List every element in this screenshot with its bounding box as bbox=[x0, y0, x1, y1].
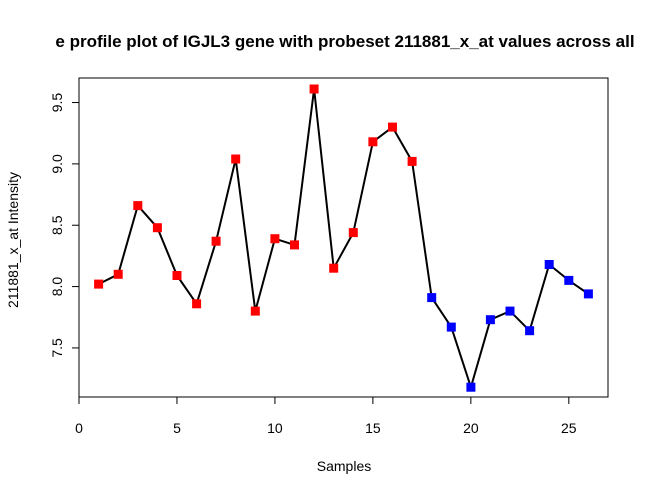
data-point bbox=[113, 269, 123, 279]
x-tick-label: 20 bbox=[463, 420, 479, 436]
y-tick-label: 9.0 bbox=[49, 154, 65, 174]
data-point bbox=[172, 271, 182, 280]
data-point bbox=[505, 306, 515, 316]
x-axis-label: Samples bbox=[317, 458, 371, 474]
data-point bbox=[525, 326, 535, 336]
data-point bbox=[250, 306, 260, 316]
chart-title: e profile plot of IGJL3 gene with probes… bbox=[55, 32, 634, 51]
data-point bbox=[466, 382, 476, 392]
x-tick-label: 15 bbox=[365, 420, 381, 436]
data-point bbox=[427, 293, 437, 303]
plot-frame bbox=[78, 77, 609, 398]
x-tick-label: 0 bbox=[75, 420, 83, 436]
data-point bbox=[407, 156, 417, 166]
data-point bbox=[368, 137, 378, 147]
series-line bbox=[98, 88, 589, 389]
x-axis: 0 5 10 15 20 25 bbox=[75, 396, 577, 436]
data-point bbox=[348, 228, 358, 238]
x-tick-label: 5 bbox=[173, 420, 181, 436]
data-point bbox=[329, 263, 339, 273]
data-point bbox=[133, 201, 143, 211]
data-point bbox=[446, 322, 456, 332]
data-point bbox=[564, 275, 574, 285]
data-point bbox=[388, 122, 397, 132]
y-tick-label: 9.5 bbox=[49, 93, 65, 113]
data-point bbox=[544, 260, 554, 269]
data-point bbox=[583, 289, 593, 299]
y-axis: 7.5 8.0 8.5 9.0 9.5 bbox=[49, 93, 80, 358]
y-tick-label: 8.0 bbox=[49, 277, 65, 297]
series-group bbox=[94, 84, 593, 392]
x-tick-label: 10 bbox=[267, 420, 283, 436]
data-point bbox=[309, 84, 319, 94]
x-tick-label: 25 bbox=[561, 420, 577, 436]
data-point bbox=[290, 240, 299, 250]
y-tick-label: 7.5 bbox=[49, 338, 65, 358]
y-tick-label: 8.5 bbox=[49, 215, 65, 235]
data-point bbox=[94, 279, 104, 289]
y-axis-label: 211881_x_at Intensity bbox=[5, 172, 21, 308]
data-point bbox=[231, 154, 241, 164]
data-point bbox=[192, 299, 202, 309]
data-point bbox=[485, 315, 495, 325]
data-point bbox=[211, 236, 221, 246]
data-point bbox=[152, 223, 162, 233]
data-point bbox=[270, 234, 280, 244]
